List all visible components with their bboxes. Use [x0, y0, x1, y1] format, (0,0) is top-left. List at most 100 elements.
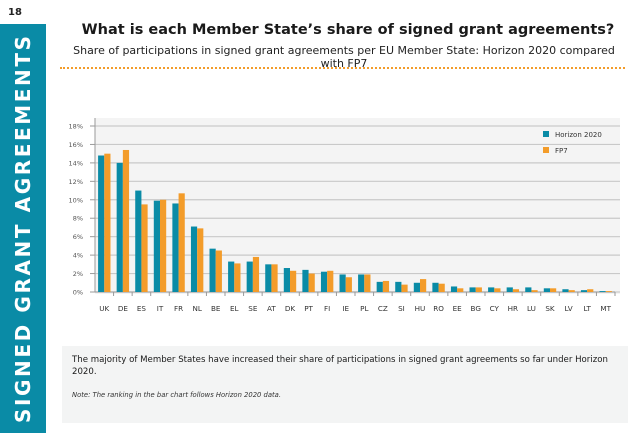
x-tick-label: UK: [99, 304, 109, 313]
bar-horizon2020-fi: [320, 271, 328, 292]
legend-label-fp7: FP7: [555, 147, 568, 155]
note-main-text: The majority of Member States have incre…: [72, 355, 608, 377]
bar-fp7-lv: [568, 290, 575, 292]
dotted-divider: [60, 67, 625, 69]
x-tick-label: IE: [342, 304, 349, 313]
x-tick-label: EL: [230, 304, 239, 313]
bar-horizon2020-lv: [562, 289, 569, 292]
bar-fp7-lt: [587, 289, 594, 292]
bar-fp7-si: [401, 284, 408, 292]
bar-horizon2020-ro: [432, 282, 439, 292]
note-box: The majority of Member States have incre…: [62, 346, 628, 423]
bar-fp7-at: [271, 264, 278, 292]
bar-fp7-cy: [494, 288, 501, 292]
y-tick-label: 8%: [73, 215, 83, 223]
y-tick-label: 6%: [73, 233, 83, 241]
bar-horizon2020-ee: [450, 286, 458, 292]
bar-fp7-se: [252, 256, 260, 292]
bar-fp7-de: [122, 149, 130, 292]
bar-fp7-cz: [382, 280, 390, 292]
bar-fp7-it: [160, 199, 167, 292]
chart-subtitle: Share of participations in signed grant …: [73, 44, 615, 70]
x-tick-label: ES: [137, 304, 147, 313]
bar-fp7-ie: [345, 277, 352, 292]
bar-fp7-dk: [290, 270, 297, 292]
x-tick-label: IT: [157, 304, 164, 313]
bar-horizon2020-it: [153, 200, 160, 292]
x-tick-label: PT: [304, 304, 313, 313]
x-tick-label: FR: [174, 304, 183, 313]
x-tick-label: PL: [360, 304, 368, 313]
x-tick-label: AT: [267, 304, 276, 313]
x-tick-label: LU: [527, 304, 536, 313]
bar-horizon2020-be: [209, 248, 216, 292]
x-tick-label: SK: [545, 304, 555, 313]
bar-chart: 0% 2% 4% 6% 8% 10% 12% 14% 16% 18% UK DE ES IT FR NL BE…: [69, 118, 620, 313]
bar-horizon2020-sk: [543, 288, 550, 292]
bar-horizon2020-lu: [525, 287, 532, 292]
section-label: SIGNED GRANT AGREEMENTS: [11, 33, 35, 423]
x-tick-label: DK: [285, 304, 296, 313]
bar-horizon2020-at: [265, 264, 272, 292]
x-tick-label: LV: [565, 304, 573, 313]
bar-fp7-ro: [438, 283, 445, 292]
bar-fp7-hu: [420, 279, 427, 292]
bar-horizon2020-hr: [506, 287, 513, 292]
y-tick-label: 18%: [69, 123, 83, 131]
bar-fp7-es: [141, 204, 148, 292]
bar-fp7-fr: [178, 193, 185, 292]
y-tick-label: 2%: [73, 270, 83, 278]
bars: [98, 149, 612, 292]
x-tick-label: RO: [433, 304, 444, 313]
y-tick-label: 12%: [69, 178, 83, 186]
bar-fp7-fi: [327, 270, 334, 292]
x-tick-label: SE: [248, 304, 258, 313]
bar-horizon2020-es: [135, 190, 142, 292]
bar-fp7-el: [234, 263, 241, 292]
x-tick-label: FI: [324, 304, 330, 313]
x-tick-label: BE: [211, 304, 221, 313]
x-tick-label: LT: [583, 304, 591, 313]
bar-horizon2020-de: [116, 162, 123, 292]
legend-label-horizon2020: Horizon 2020: [555, 131, 602, 139]
bar-horizon2020-mt: [599, 291, 606, 292]
x-tick-label: CZ: [378, 304, 388, 313]
bar-fp7-be: [215, 250, 222, 292]
x-tick-label: HR: [508, 304, 518, 313]
bar-fp7-sk: [550, 288, 557, 292]
x-tick-label: SI: [398, 304, 405, 313]
y-tick-label: 10%: [69, 196, 83, 204]
bar-horizon2020-pt: [302, 269, 309, 292]
legend-swatch-fp7: [543, 147, 549, 153]
bar-horizon2020-nl: [190, 226, 198, 292]
x-tick-label: CY: [490, 304, 500, 313]
bar-horizon2020-fr: [172, 203, 179, 292]
x-tick-label: HU: [415, 304, 426, 313]
page-title: What is each Member State’s share of sig…: [81, 22, 615, 38]
bar-fp7-pl: [364, 274, 371, 292]
y-tick-label: 4%: [73, 252, 83, 260]
bar-horizon2020-se: [246, 261, 253, 292]
bar-horizon2020-si: [395, 281, 402, 292]
bar-fp7-lu: [531, 290, 538, 292]
x-tick-label: DE: [118, 304, 129, 313]
section-side-band: [0, 24, 46, 433]
bar-horizon2020-pl: [358, 274, 365, 292]
bar-fp7-hr: [512, 289, 520, 292]
x-tick-label: MT: [600, 304, 611, 313]
bar-horizon2020-uk: [98, 155, 105, 292]
note-footnote: Note: The ranking in the bar chart follo…: [72, 391, 281, 399]
bar-horizon2020-cz: [376, 281, 383, 292]
bar-horizon2020-el: [228, 261, 235, 292]
x-tick-label: NL: [192, 304, 201, 313]
bar-horizon2020-ie: [339, 274, 346, 292]
legend: Horizon 2020 FP7: [543, 131, 602, 155]
y-tick-label: 0%: [73, 289, 83, 297]
x-tick-label: EE: [453, 304, 463, 313]
x-axis-ticks: UK DE ES IT FR NL BE EL SE AT DK PT FI IE PL CZ SI HU RO EE…: [99, 292, 616, 313]
bar-fp7-ee: [457, 288, 464, 292]
y-tick-label: 14%: [69, 159, 83, 167]
bar-fp7-nl: [197, 228, 204, 292]
bar-fp7-uk: [104, 153, 111, 292]
bar-horizon2020-lt: [580, 290, 588, 292]
